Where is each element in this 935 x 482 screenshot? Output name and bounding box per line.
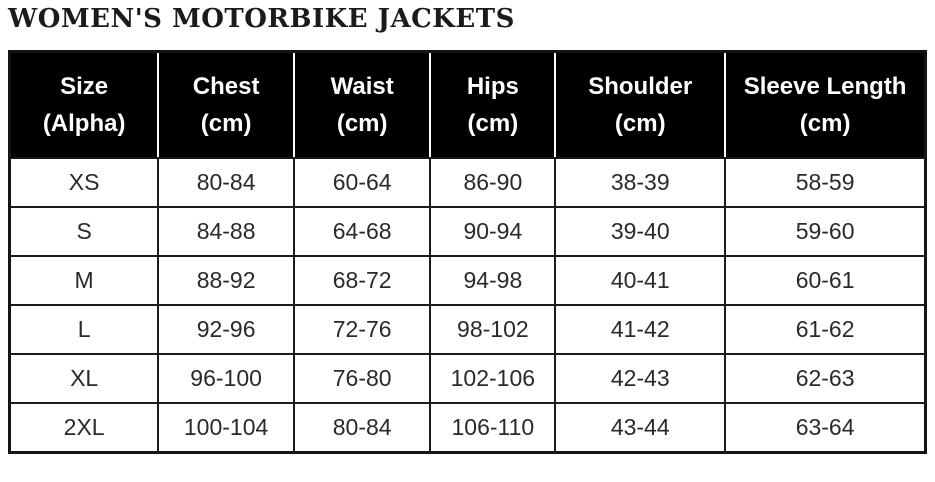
measurement-cell: 80-84 bbox=[292, 401, 432, 454]
measurement-cell: 40-41 bbox=[554, 254, 727, 306]
column-unit: (cm) bbox=[467, 109, 519, 137]
measurement-cell: 98-102 bbox=[429, 303, 557, 355]
column-unit: (cm) bbox=[336, 109, 388, 137]
header-row: Size (Alpha) Chest (cm) Waist (cm) Hips (cm) Sho… bbox=[9, 51, 926, 159]
column-header-chest: Chest (cm) bbox=[158, 51, 295, 159]
column-header-shoulder: Shoulder (cm) bbox=[555, 51, 727, 159]
measurement-cell: 39-40 bbox=[554, 205, 727, 257]
measurement-cell: 62-63 bbox=[724, 352, 927, 404]
table-row-m: M 88-92 68-72 94-98 40-41 60-61 bbox=[8, 254, 927, 306]
measurement-cell: 92-96 bbox=[157, 303, 295, 355]
table-row-l: L 92-96 72-76 98-102 41-42 61-62 bbox=[8, 303, 927, 355]
size-cell: L bbox=[8, 303, 160, 355]
measurement-cell: 60-61 bbox=[724, 254, 927, 306]
column-label: Waist bbox=[330, 72, 394, 100]
column-header-sleeve-length: Sleeve Length (cm) bbox=[725, 51, 926, 159]
column-header-waist: Waist (cm) bbox=[293, 51, 432, 159]
measurement-cell: 86-90 bbox=[429, 156, 557, 208]
table-row-xl: XL 96-100 76-80 102-106 42-43 62-63 bbox=[8, 352, 927, 404]
measurement-cell: 60-64 bbox=[292, 156, 432, 208]
measurement-cell: 41-42 bbox=[554, 303, 727, 355]
measurement-cell: 64-68 bbox=[292, 205, 432, 257]
size-cell: XL bbox=[8, 352, 160, 404]
size-chart-body: XS 80-84 60-64 86-90 38-39 58-59 S 84-88 64-68 90… bbox=[8, 156, 927, 454]
measurement-cell: 58-59 bbox=[724, 156, 927, 208]
measurement-cell: 68-72 bbox=[292, 254, 432, 306]
measurement-cell: 100-104 bbox=[157, 401, 295, 454]
column-unit: (cm) bbox=[799, 109, 851, 137]
measurement-cell: 42-43 bbox=[554, 352, 727, 404]
measurement-cell: 96-100 bbox=[157, 352, 295, 404]
page-title: WOMEN'S MOTORBIKE JACKETS bbox=[8, 4, 515, 34]
column-unit: (Alpha) bbox=[42, 109, 126, 137]
measurement-cell: 88-92 bbox=[157, 254, 295, 306]
measurement-cell: 90-94 bbox=[429, 205, 557, 257]
column-label: Hips bbox=[466, 72, 519, 100]
column-label: Chest bbox=[192, 72, 260, 100]
size-chart-table: Size (Alpha) Chest (cm) Waist (cm) Hips (cm) Sho… bbox=[8, 49, 927, 454]
measurement-cell: 84-88 bbox=[157, 205, 295, 257]
size-chart-header: Size (Alpha) Chest (cm) Waist (cm) Hips (cm) Sho… bbox=[9, 51, 926, 159]
measurement-cell: 72-76 bbox=[292, 303, 432, 355]
table-row-s: S 84-88 64-68 90-94 39-40 59-60 bbox=[8, 205, 927, 257]
measurement-cell: 102-106 bbox=[429, 352, 557, 404]
measurement-cell: 106-110 bbox=[429, 401, 557, 454]
column-label: Sleeve Length bbox=[743, 72, 907, 100]
column-unit: (cm) bbox=[200, 109, 252, 137]
measurement-cell: 61-62 bbox=[724, 303, 927, 355]
measurement-cell: 59-60 bbox=[724, 205, 927, 257]
size-cell: 2XL bbox=[8, 401, 160, 454]
measurement-cell: 76-80 bbox=[292, 352, 432, 404]
column-unit: (cm) bbox=[614, 109, 666, 137]
size-cell: XS bbox=[8, 156, 160, 208]
column-label: Shoulder bbox=[588, 72, 693, 100]
measurement-cell: 43-44 bbox=[554, 401, 727, 454]
measurement-cell: 80-84 bbox=[157, 156, 295, 208]
table-row-2xl: 2XL 100-104 80-84 106-110 43-44 63-64 bbox=[8, 401, 927, 454]
column-header-size: Size (Alpha) bbox=[9, 51, 160, 159]
measurement-cell: 94-98 bbox=[429, 254, 557, 306]
table-row-xs: XS 80-84 60-64 86-90 38-39 58-59 bbox=[8, 156, 927, 208]
size-cell: M bbox=[8, 254, 160, 306]
measurement-cell: 63-64 bbox=[724, 401, 927, 454]
size-cell: S bbox=[8, 205, 160, 257]
measurement-cell: 38-39 bbox=[554, 156, 727, 208]
column-header-hips: Hips (cm) bbox=[430, 51, 557, 159]
column-label: Size bbox=[60, 72, 109, 100]
